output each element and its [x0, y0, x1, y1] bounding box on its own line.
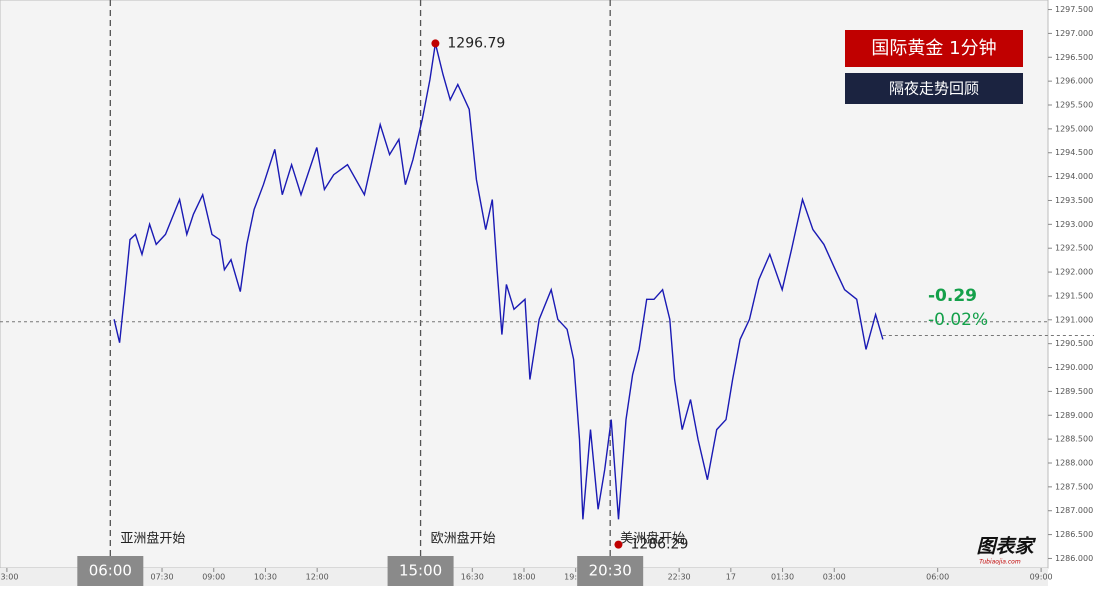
x-tick-label: 01:30: [771, 573, 794, 582]
y-tick-label: 1287.000: [1055, 506, 1093, 515]
y-tick-label: 1290.000: [1055, 363, 1093, 372]
session-label: 美洲盘开始: [620, 531, 685, 547]
x-tick-label: 17: [726, 573, 736, 582]
y-tick-label: 1289.500: [1055, 387, 1093, 396]
x-tick-label: 12:00: [306, 573, 329, 582]
y-tick-label: 1291.500: [1055, 291, 1093, 300]
title-box: [845, 30, 1023, 67]
x-tick-label: 19:30: [564, 573, 587, 582]
x-tick-label: 09:00: [1030, 573, 1053, 582]
x-tick-label: 06:00: [926, 573, 949, 582]
y-tick-label: 1292.500: [1055, 244, 1093, 253]
y-tick-label: 1292.000: [1055, 268, 1093, 277]
high-marker: [431, 39, 440, 48]
session-label: 亚洲盘开始: [120, 531, 185, 547]
y-tick-label: 1296.000: [1055, 77, 1093, 86]
y-tick-label: 1297.000: [1055, 29, 1093, 38]
y-tick-label: 1294.500: [1055, 148, 1093, 157]
session-time-box: [387, 556, 454, 586]
logo-sub: Tubiaojia.com: [979, 559, 1021, 566]
x-tick-label: 22:30: [668, 573, 691, 582]
y-tick-label: 1294.000: [1055, 172, 1093, 181]
y-tick-label: 1286.000: [1055, 554, 1093, 563]
y-tick-label: 1288.000: [1055, 458, 1093, 467]
logo: 图表家: [976, 536, 1036, 558]
x-tick-label: 03:00: [823, 573, 846, 582]
x-tick-label: 06:00: [89, 562, 132, 580]
session-label: 欧洲盘开始: [431, 531, 496, 547]
session-time-box: [577, 556, 644, 586]
change-value: -0.29: [928, 286, 977, 306]
high-label: 1296.79: [447, 35, 505, 51]
y-tick-label: 1290.500: [1055, 339, 1093, 348]
x-tick-label: 15:00: [399, 562, 442, 580]
y-tick-label: 1295.000: [1055, 124, 1093, 133]
price-line: [113, 43, 884, 520]
x-tick-label: 09:00: [202, 573, 225, 582]
low-label: 1286.29: [630, 537, 688, 553]
session-time-box: [77, 556, 144, 586]
y-tick-label: 1293.000: [1055, 220, 1093, 229]
change-percent: -0.02%: [928, 310, 988, 330]
x-tick-label: 20:30: [589, 562, 632, 580]
low-marker: [614, 540, 623, 549]
y-tick-label: 1296.500: [1055, 53, 1093, 62]
x-tick-label: 16:30: [461, 573, 484, 582]
y-tick-label: 1297.500: [1055, 5, 1093, 14]
x-tick-label: 03:00: [0, 573, 18, 582]
chart-title: 国际黄金 1分钟: [871, 38, 996, 59]
y-tick-label: 1293.500: [1055, 196, 1093, 205]
x-tick-label: 18:00: [512, 573, 535, 582]
chart-subtitle: 隔夜走势回顾: [889, 80, 979, 98]
x-tick-label: 10:30: [254, 573, 277, 582]
y-tick-label: 1295.500: [1055, 101, 1093, 110]
y-tick-label: 1291.000: [1055, 315, 1093, 324]
x-axis-strip: [0, 568, 1048, 586]
y-tick-label: 1286.500: [1055, 530, 1093, 539]
y-tick-label: 1288.500: [1055, 435, 1093, 444]
subtitle-box: [845, 73, 1023, 104]
x-tick-label: 07:30: [150, 573, 173, 582]
y-tick-label: 1287.500: [1055, 482, 1093, 491]
y-tick-label: 1289.000: [1055, 411, 1093, 420]
